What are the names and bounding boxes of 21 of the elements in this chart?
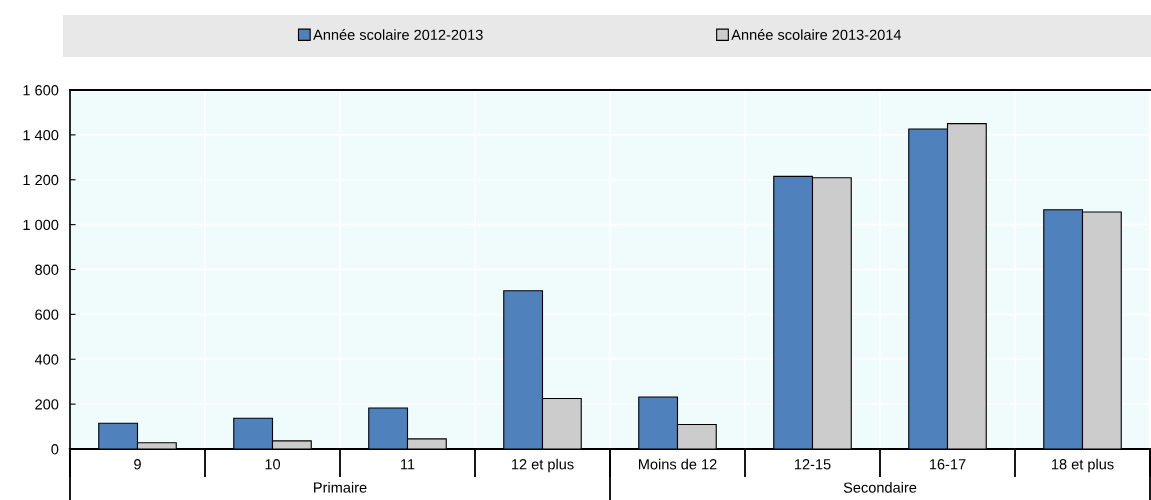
x-tick-label: 9 (134, 459, 141, 470)
legend-label: Année scolaire 2012-2013 (313, 29, 483, 40)
y-tick-label: 800 (35, 264, 59, 275)
x-tick-label: Moins de 12 (638, 458, 717, 470)
y-tick-label: 200 (35, 399, 59, 410)
x-tick-label: 10 (265, 459, 281, 470)
y-tick-label: 1 000 (23, 219, 59, 231)
x-tick-label: 11 (401, 459, 415, 470)
y-tick-label: 0 (51, 444, 59, 455)
x-tick-label: 12-15 (794, 459, 831, 470)
y-tick-label: 400 (34, 354, 59, 365)
y-tick-label: 1 200 (23, 174, 59, 186)
y-tick-label: 600 (35, 309, 59, 320)
x-tick-label: 12 et plus (511, 458, 574, 473)
y-tick-label: 1 400 (23, 129, 59, 141)
text: Primaire (314, 482, 367, 493)
legend-label: Année scolaire 2013-2014 (731, 29, 902, 40)
x-tick-label: 18 et plus (1051, 458, 1114, 473)
y-tick-label: 1 600 (23, 85, 59, 96)
text: Secondaire (843, 482, 917, 493)
x-tick-label: 16-17 (929, 459, 966, 470)
